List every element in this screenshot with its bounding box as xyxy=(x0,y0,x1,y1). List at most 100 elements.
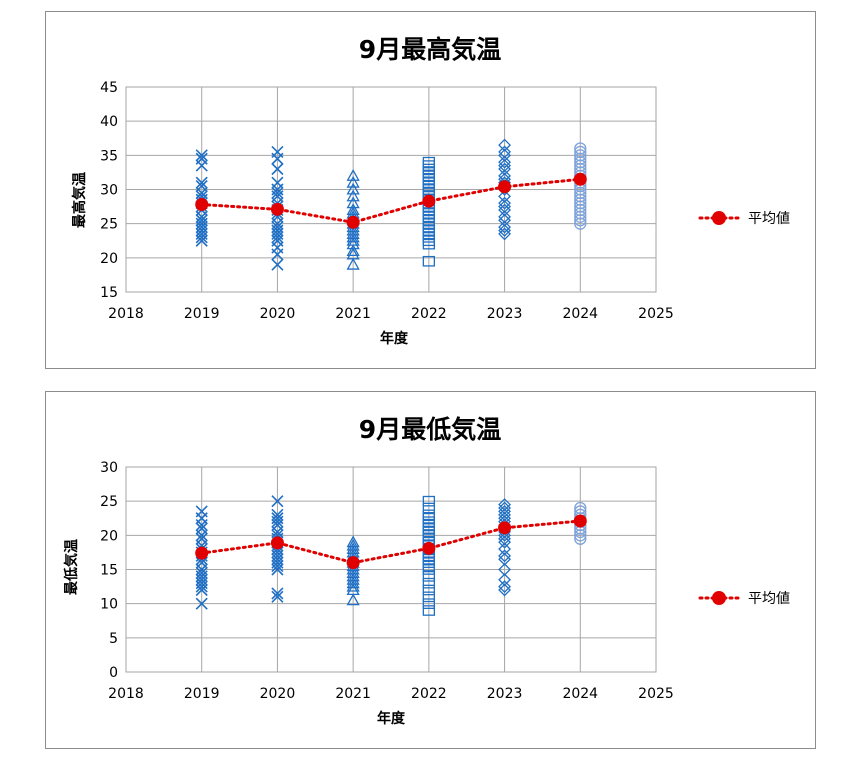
data-point-diamond xyxy=(498,580,511,594)
data-point-triangle xyxy=(346,579,360,592)
data-point-circle xyxy=(574,197,587,210)
data-point-circle xyxy=(574,193,587,206)
x-axis-label: 年度 xyxy=(377,710,406,727)
y-tick-label: 15 xyxy=(100,563,118,579)
data-point-x xyxy=(195,159,208,172)
data-point-triangle xyxy=(346,175,360,188)
data-point-triangle xyxy=(346,182,360,195)
average-point xyxy=(195,198,209,212)
x-tick-label: 2018 xyxy=(108,306,144,322)
data-point-diamond xyxy=(498,227,511,241)
chart-title: 9月最低気温 xyxy=(359,415,501,444)
y-tick-label: 10 xyxy=(100,597,118,613)
average-point xyxy=(573,172,587,186)
legend-label: 平均値 xyxy=(748,211,790,227)
average-point xyxy=(346,215,360,229)
data-point-x xyxy=(271,495,284,508)
gridlines xyxy=(125,86,657,293)
x-tick-label: 2024 xyxy=(562,306,598,322)
data-point-x xyxy=(195,234,208,247)
data-point-x xyxy=(195,519,208,532)
data-point-square xyxy=(422,502,436,514)
data-point-x xyxy=(271,258,284,271)
x-tick-label: 2023 xyxy=(487,686,523,702)
data-point-circle xyxy=(574,152,587,165)
average-point xyxy=(498,521,512,535)
x-tick-label: 2019 xyxy=(184,686,220,702)
data-point-circle xyxy=(574,203,587,217)
data-point-circle xyxy=(574,142,587,155)
data-point-x xyxy=(271,248,284,261)
data-point-triangle xyxy=(346,593,360,606)
data-point-circle xyxy=(574,190,587,203)
data-point-x xyxy=(195,597,208,610)
data-point-square xyxy=(422,255,436,267)
legend: 平均値 xyxy=(698,211,790,227)
x-tick-label: 2024 xyxy=(562,686,598,702)
scatter-points xyxy=(195,138,587,271)
data-point-square xyxy=(422,238,436,250)
data-point-x xyxy=(271,186,284,199)
data-point-square xyxy=(422,584,436,596)
chart-title: 9月最高気温 xyxy=(359,35,501,64)
data-point-diamond xyxy=(498,535,511,549)
data-point-square xyxy=(422,571,436,582)
y-tick-label: 20 xyxy=(100,251,118,267)
data-point-circle xyxy=(574,207,587,220)
data-point-circle xyxy=(574,159,587,172)
data-point-square xyxy=(422,605,436,616)
average-line xyxy=(200,519,582,565)
data-point-x xyxy=(271,162,284,176)
data-point-x xyxy=(195,580,208,593)
y-tick-label: 30 xyxy=(100,183,118,199)
data-point-square xyxy=(422,495,436,507)
data-point-circle xyxy=(574,532,587,545)
data-point-triangle xyxy=(346,244,360,257)
y-tick-label: 45 xyxy=(100,80,118,96)
data-point-diamond xyxy=(498,528,511,542)
data-point-circle xyxy=(574,210,587,223)
average-line xyxy=(200,177,582,224)
data-point-diamond xyxy=(498,224,511,237)
x-tick-label: 2022 xyxy=(411,686,447,702)
y-axis-label: 最高気温 xyxy=(71,172,88,228)
data-point-circle xyxy=(574,529,587,542)
data-point-x xyxy=(195,149,208,162)
data-point-square xyxy=(422,591,436,603)
y-tick-label: 0 xyxy=(109,665,118,681)
data-point-circle xyxy=(574,149,587,162)
x-tick-label: 2021 xyxy=(335,306,371,322)
y-tick-label: 15 xyxy=(100,285,118,301)
data-point-x xyxy=(271,563,284,576)
average-point xyxy=(270,202,284,216)
data-point-diamond xyxy=(498,583,511,597)
data-point-x xyxy=(195,176,208,189)
x-tick-label: 2025 xyxy=(638,686,674,702)
x-tick-label: 2020 xyxy=(260,306,296,322)
x-tick-label: 2018 xyxy=(108,686,144,702)
legend-marker xyxy=(712,591,726,605)
data-point-circle xyxy=(574,214,587,227)
data-point-triangle xyxy=(346,168,360,181)
y-tick-label: 30 xyxy=(100,460,118,476)
average-point xyxy=(195,546,209,560)
data-point-square xyxy=(422,598,436,609)
data-point-circle xyxy=(574,200,587,213)
data-point-x xyxy=(271,587,284,600)
average-point xyxy=(498,180,512,194)
data-point-diamond xyxy=(498,220,511,234)
y-tick-label: 5 xyxy=(109,631,118,647)
data-point-triangle xyxy=(346,189,360,202)
y-tick-label: 25 xyxy=(100,217,118,233)
data-point-x xyxy=(195,529,208,542)
x-axis-label: 年度 xyxy=(380,330,409,347)
average-point xyxy=(270,536,284,550)
x-tick-label: 2022 xyxy=(411,306,447,322)
data-point-square xyxy=(422,577,436,589)
y-tick-label: 35 xyxy=(100,148,118,164)
data-point-triangle xyxy=(346,230,360,243)
y-tick-label: 40 xyxy=(100,114,118,130)
